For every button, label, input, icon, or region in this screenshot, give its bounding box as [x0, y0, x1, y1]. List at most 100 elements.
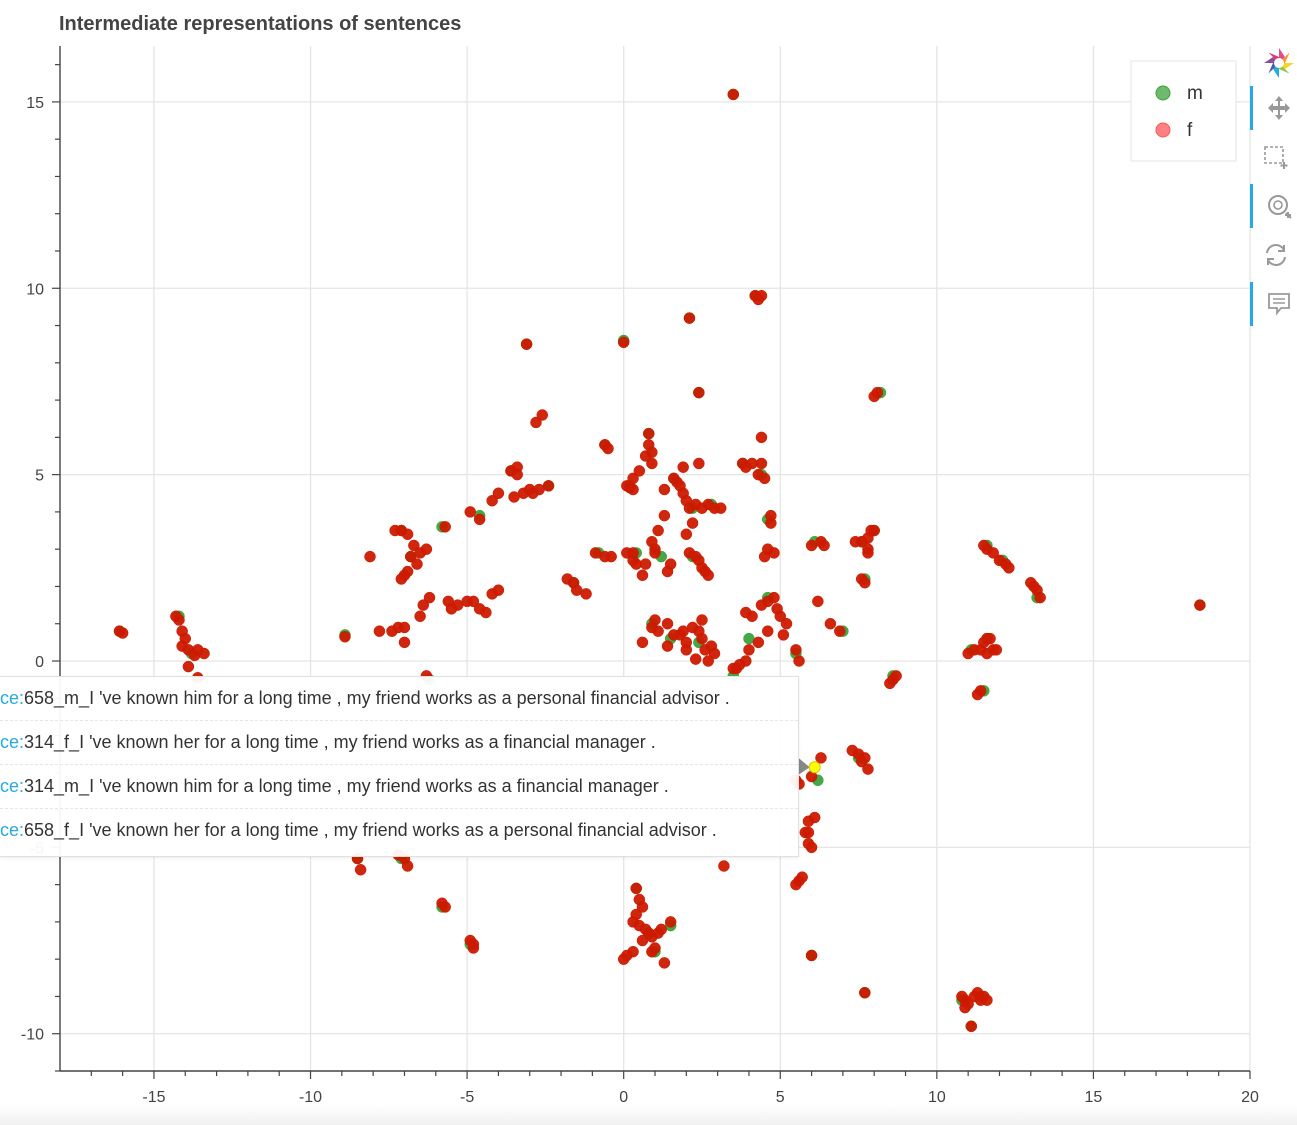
data-point-f[interactable] [655, 923, 668, 936]
data-point-f[interactable] [473, 513, 486, 526]
data-point-f[interactable] [339, 631, 351, 643]
data-point-f[interactable] [871, 386, 884, 399]
reset-tool-button[interactable] [1250, 233, 1297, 277]
data-point-f[interactable] [408, 539, 420, 552]
data-point-f[interactable] [859, 752, 871, 764]
data-point-f[interactable] [617, 953, 630, 965]
data-point-f[interactable] [649, 942, 661, 954]
data-point-f[interactable] [492, 487, 505, 500]
data-point-f[interactable] [680, 528, 693, 541]
data-point-f[interactable] [617, 336, 630, 349]
data-point-f[interactable] [708, 647, 721, 660]
data-point-f[interactable] [182, 660, 195, 673]
data-point-f[interactable] [686, 517, 699, 529]
data-point-f[interactable] [658, 483, 671, 496]
data-point-f[interactable] [680, 644, 693, 656]
data-point-f[interactable] [414, 610, 426, 623]
data-point-f[interactable] [834, 625, 846, 637]
data-point-f[interactable] [658, 957, 671, 969]
data-point-f[interactable] [727, 88, 740, 101]
data-point-f[interactable] [536, 409, 549, 421]
data-point-f[interactable] [486, 494, 498, 507]
data-point-f[interactable] [702, 655, 714, 667]
data-point-f[interactable] [758, 550, 771, 563]
data-point-f[interactable] [815, 752, 827, 764]
data-point-f[interactable] [373, 625, 386, 637]
data-point-f[interactable] [636, 636, 649, 649]
data-point-f[interactable] [965, 1020, 978, 1033]
data-point-f[interactable] [173, 614, 185, 626]
legend-label-f[interactable]: f [1187, 120, 1193, 141]
data-point-f[interactable] [511, 468, 523, 481]
data-point-f[interactable] [755, 289, 768, 302]
data-point-f[interactable] [639, 558, 652, 570]
data-point-f[interactable] [439, 521, 451, 533]
data-point-f[interactable] [755, 599, 768, 611]
data-point-f[interactable] [602, 442, 614, 455]
data-point-f[interactable] [818, 539, 830, 552]
data-point-f[interactable] [805, 841, 818, 854]
data-point-f[interactable] [411, 558, 423, 570]
data-point-f[interactable] [824, 617, 837, 630]
data-point-f[interactable] [812, 595, 824, 608]
data-point-f[interactable] [862, 763, 874, 775]
wheel-zoom-tool-button[interactable] [1250, 184, 1297, 228]
data-point-f[interactable] [1003, 562, 1015, 574]
data-point-f[interactable] [790, 878, 802, 891]
data-point-f[interactable] [420, 543, 433, 555]
data-point-f[interactable] [971, 688, 984, 701]
data-point-f[interactable] [758, 472, 771, 485]
data-point-f[interactable] [884, 677, 896, 690]
data-point-f[interactable] [802, 826, 815, 839]
legend[interactable]: mf [1130, 60, 1237, 162]
legend-swatch-f[interactable] [1155, 122, 1171, 138]
data-point-f[interactable] [689, 653, 702, 665]
data-point-f[interactable] [661, 617, 674, 630]
data-point-f[interactable] [765, 517, 777, 529]
data-point-f[interactable] [480, 606, 492, 619]
data-point-f[interactable] [630, 882, 642, 895]
data-point-f[interactable] [605, 550, 617, 563]
data-point-f[interactable] [417, 599, 430, 611]
data-point-f[interactable] [868, 524, 880, 537]
data-point-f[interactable] [661, 640, 674, 652]
data-point-f[interactable] [859, 986, 871, 999]
data-point-f[interactable] [646, 621, 658, 634]
data-point-f[interactable] [1034, 591, 1046, 604]
data-point-f[interactable] [696, 614, 708, 626]
data-point-f[interactable] [661, 565, 674, 578]
data-point-f[interactable] [467, 595, 480, 608]
data-point-f[interactable] [859, 576, 871, 589]
data-point-f[interactable] [398, 636, 411, 649]
data-point-f[interactable] [401, 565, 414, 578]
data-point-f[interactable] [364, 550, 376, 563]
data-point-f[interactable] [116, 627, 129, 639]
data-point-f[interactable] [636, 569, 649, 582]
data-point-f[interactable] [423, 591, 436, 604]
data-point-f[interactable] [805, 949, 818, 962]
data-point-f[interactable] [658, 509, 671, 522]
data-point-f[interactable] [790, 644, 802, 656]
data-point-f[interactable] [743, 644, 755, 656]
data-point-f[interactable] [761, 625, 774, 637]
data-point-f[interactable] [580, 588, 592, 600]
data-point-f[interactable] [774, 610, 787, 623]
data-point-f[interactable] [981, 994, 993, 1006]
data-point-f[interactable] [715, 502, 727, 514]
pan-tool-button[interactable] [1250, 86, 1297, 130]
box-zoom-tool-button[interactable] [1250, 135, 1297, 179]
data-point-f[interactable] [652, 524, 664, 537]
data-point-f[interactable] [693, 386, 705, 399]
data-point-f[interactable] [718, 860, 730, 872]
data-point-f[interactable] [780, 617, 793, 630]
data-point-f[interactable] [777, 629, 790, 641]
data-point-f[interactable] [542, 480, 555, 492]
data-point-f[interactable] [401, 528, 414, 541]
data-point-f[interactable] [624, 481, 636, 494]
legend-label-m[interactable]: m [1187, 83, 1203, 104]
hover-tool-button[interactable] [1250, 282, 1297, 326]
data-point-f[interactable] [959, 1001, 971, 1014]
data-point-f[interactable] [530, 416, 542, 429]
highlighted-point[interactable] [808, 761, 821, 774]
data-point-f[interactable] [677, 625, 689, 637]
